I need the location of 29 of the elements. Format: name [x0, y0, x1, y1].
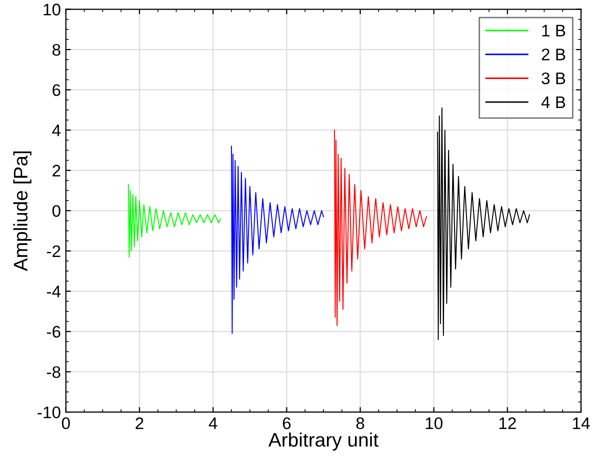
x-tick-label: 14 — [573, 418, 590, 430]
legend-label: 3 B — [542, 72, 566, 84]
x-axis-title: Arbitrary unit — [268, 432, 378, 451]
line-series — [334, 130, 427, 326]
x-tick-label: 2 — [136, 417, 144, 430]
line-series — [437, 107, 530, 340]
legend-label: 1 B — [542, 24, 566, 36]
y-tick-label: 8 — [52, 44, 60, 56]
x-tick-label: 8 — [356, 417, 364, 430]
y-tick-label: 4 — [52, 124, 61, 136]
x-tick-label: 12 — [499, 417, 516, 430]
legend-label: 4 B — [541, 96, 566, 108]
line-series — [128, 184, 221, 258]
y-tick-label: 0 — [52, 205, 60, 217]
x-tick-label: 0 — [62, 417, 70, 430]
y-tick-label: -10 — [38, 406, 60, 418]
line-series — [230, 146, 324, 334]
x-tick-label: 4 — [208, 418, 218, 430]
y-tick-label: -8 — [46, 366, 60, 378]
x-tick-label: 6 — [282, 417, 291, 430]
y-axis-title: Ampliude [Pa] — [13, 152, 32, 272]
y-tick-label: -2 — [46, 245, 60, 257]
x-tick-label: 10 — [426, 417, 442, 430]
legend-label: 2 B — [542, 48, 566, 60]
y-tick-label: -6 — [46, 326, 60, 338]
y-tick-label: -4 — [46, 286, 61, 298]
y-tick-label: 6 — [52, 84, 60, 96]
y-tick-label: 2 — [52, 164, 60, 176]
y-tick-label: 10 — [44, 4, 60, 16]
